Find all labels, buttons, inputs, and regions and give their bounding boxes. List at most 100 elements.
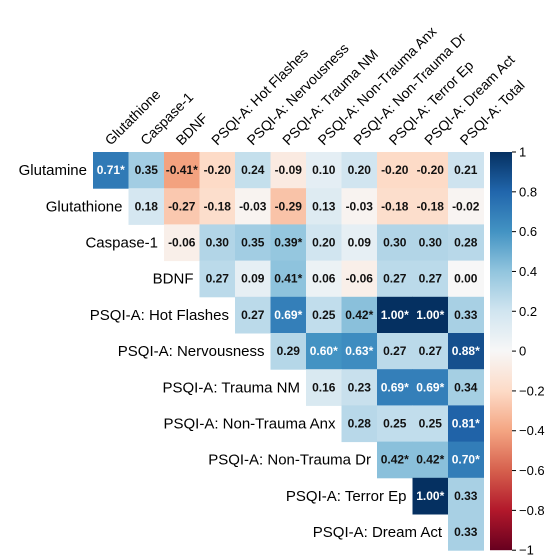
heatmap-cell <box>412 188 449 225</box>
heatmap-cell <box>235 188 271 225</box>
cell-value-label: 0.27 <box>383 344 407 358</box>
heatmap-cell <box>412 333 449 370</box>
heatmap-cell <box>448 296 484 334</box>
heatmap-cell <box>306 296 342 334</box>
cell-value-label: -0.20 <box>204 163 232 177</box>
heatmap-cell <box>270 152 307 189</box>
heatmap-cell <box>93 152 129 189</box>
heatmap-cell <box>448 514 484 551</box>
row-label: Caspase-1 <box>85 235 158 252</box>
cell-value-label: 0.35 <box>241 236 265 250</box>
cell-value-label: 0.71* <box>97 163 125 177</box>
cell-value-label: -0.18 <box>417 199 445 213</box>
cell-value-label: -0.09 <box>275 163 303 177</box>
heatmap-cell <box>448 441 484 479</box>
colorbar-tick-label: 1 <box>519 145 526 160</box>
cell-value-label: -0.29 <box>275 199 303 213</box>
colorbar-tick-label: 0.2 <box>519 304 537 319</box>
row-label: Glutathione <box>46 198 123 215</box>
cell-value-label: 0.70* <box>452 453 480 467</box>
heatmap-cell <box>164 224 200 262</box>
heatmap-cell <box>306 333 342 370</box>
cell-value-label: 0.24 <box>241 163 265 177</box>
heatmap-cell <box>412 224 449 262</box>
cell-value-label: 0.27 <box>419 344 443 358</box>
cell-value-label: 0.69* <box>416 380 444 394</box>
heatmap-cell <box>270 333 307 370</box>
row-label: PSQI-A: Non-Trauma Dr <box>208 452 371 469</box>
cell-value-label: -0.03 <box>239 199 267 213</box>
heatmap-cell <box>341 296 378 334</box>
cell-value-label: 0.00 <box>454 272 478 286</box>
heatmap-cell <box>341 260 378 298</box>
row-labels: Glutamine Glutathione Caspase-1 BDNF PSQI-A:… <box>19 162 443 541</box>
heatmap-cell <box>341 152 378 189</box>
cell-value-label: 0.27 <box>419 272 443 286</box>
cell-value-label: -0.03 <box>346 199 374 213</box>
cell-value-label: 0.28 <box>454 236 478 250</box>
heatmap-cell <box>448 405 484 443</box>
heatmap-cell <box>235 296 271 334</box>
colorbar-tick-label: −1 <box>519 543 534 558</box>
cell-value-label: 0.29 <box>277 344 301 358</box>
cell-value-label: 1.00* <box>381 308 409 322</box>
row-label: PSQI-A: Nervousness <box>118 343 265 360</box>
heatmap-cell <box>448 333 484 370</box>
heatmap-cell <box>448 152 484 189</box>
heatmap-cell <box>448 224 484 262</box>
cell-value-label: -0.06 <box>346 272 374 286</box>
heatmap-cell <box>235 224 271 262</box>
row-label: PSQI-A: Trauma NM <box>162 379 300 396</box>
colorbar-gradient <box>490 152 512 551</box>
heatmap-cell <box>341 405 378 443</box>
heatmap-cell <box>412 369 449 406</box>
row-label: PSQI-A: Dream Act <box>313 524 443 541</box>
cell-value-label: -0.06 <box>168 236 196 250</box>
heatmap-cell <box>270 260 307 298</box>
cell-value-label: 0.23 <box>348 380 372 394</box>
cell-value-label: -0.18 <box>204 199 232 213</box>
cell-value-label: 0.39* <box>274 236 302 250</box>
heatmap-cell <box>377 441 413 479</box>
heatmap-cell <box>448 477 484 515</box>
heatmap-cell <box>377 296 413 334</box>
heatmap-cell <box>306 260 342 298</box>
heatmap-cell <box>412 441 449 479</box>
cell-value-label: 0.27 <box>206 272 230 286</box>
heatmap-cell <box>377 224 413 262</box>
cell-value-label: -0.18 <box>381 199 409 213</box>
cell-value-label: 0.21 <box>454 163 478 177</box>
colorbar-tick-label: 0 <box>519 344 526 359</box>
row-label: PSQI-A: Hot Flashes <box>90 307 229 324</box>
row-label: Glutamine <box>19 162 87 179</box>
cell-value-label: 0.10 <box>312 163 336 177</box>
cell-value-label: -0.20 <box>381 163 409 177</box>
heatmap-cells: 0.71* 0.35 -0.41* -0.20 0.24 -0.09 0.10 0.20 -0.… <box>93 152 484 551</box>
row-label: BDNF <box>153 271 194 288</box>
cell-value-label: 0.33 <box>454 308 478 322</box>
cell-value-label: 0.42* <box>416 453 444 467</box>
row-label: PSQI-A: Non-Trauma Anx <box>163 416 336 433</box>
colorbar-tick-label: −0.8 <box>519 503 545 518</box>
heatmap-cell <box>235 260 271 298</box>
heatmap-cell <box>199 188 236 225</box>
cell-value-label: 0.30 <box>206 236 230 250</box>
colorbar-tick-label: 0.4 <box>519 264 537 279</box>
cell-value-label: 0.33 <box>454 489 478 503</box>
heatmap-cell <box>377 333 413 370</box>
cell-value-label: 0.41* <box>274 272 302 286</box>
cell-value-label: 0.25 <box>312 308 336 322</box>
heatmap-cell <box>412 152 449 189</box>
heatmap-cell <box>306 188 342 225</box>
cell-value-label: 0.69* <box>274 308 302 322</box>
cell-value-label: 0.34 <box>454 380 478 394</box>
colorbar-tick-label: 0.8 <box>519 184 537 199</box>
heatmap-cell <box>341 224 378 262</box>
cell-value-label: 0.81* <box>452 417 480 431</box>
cell-value-label: 0.33 <box>454 525 478 539</box>
heatmap-cell <box>341 188 378 225</box>
cell-value-label: 0.18 <box>135 199 159 213</box>
cell-value-label: 0.09 <box>348 236 372 250</box>
